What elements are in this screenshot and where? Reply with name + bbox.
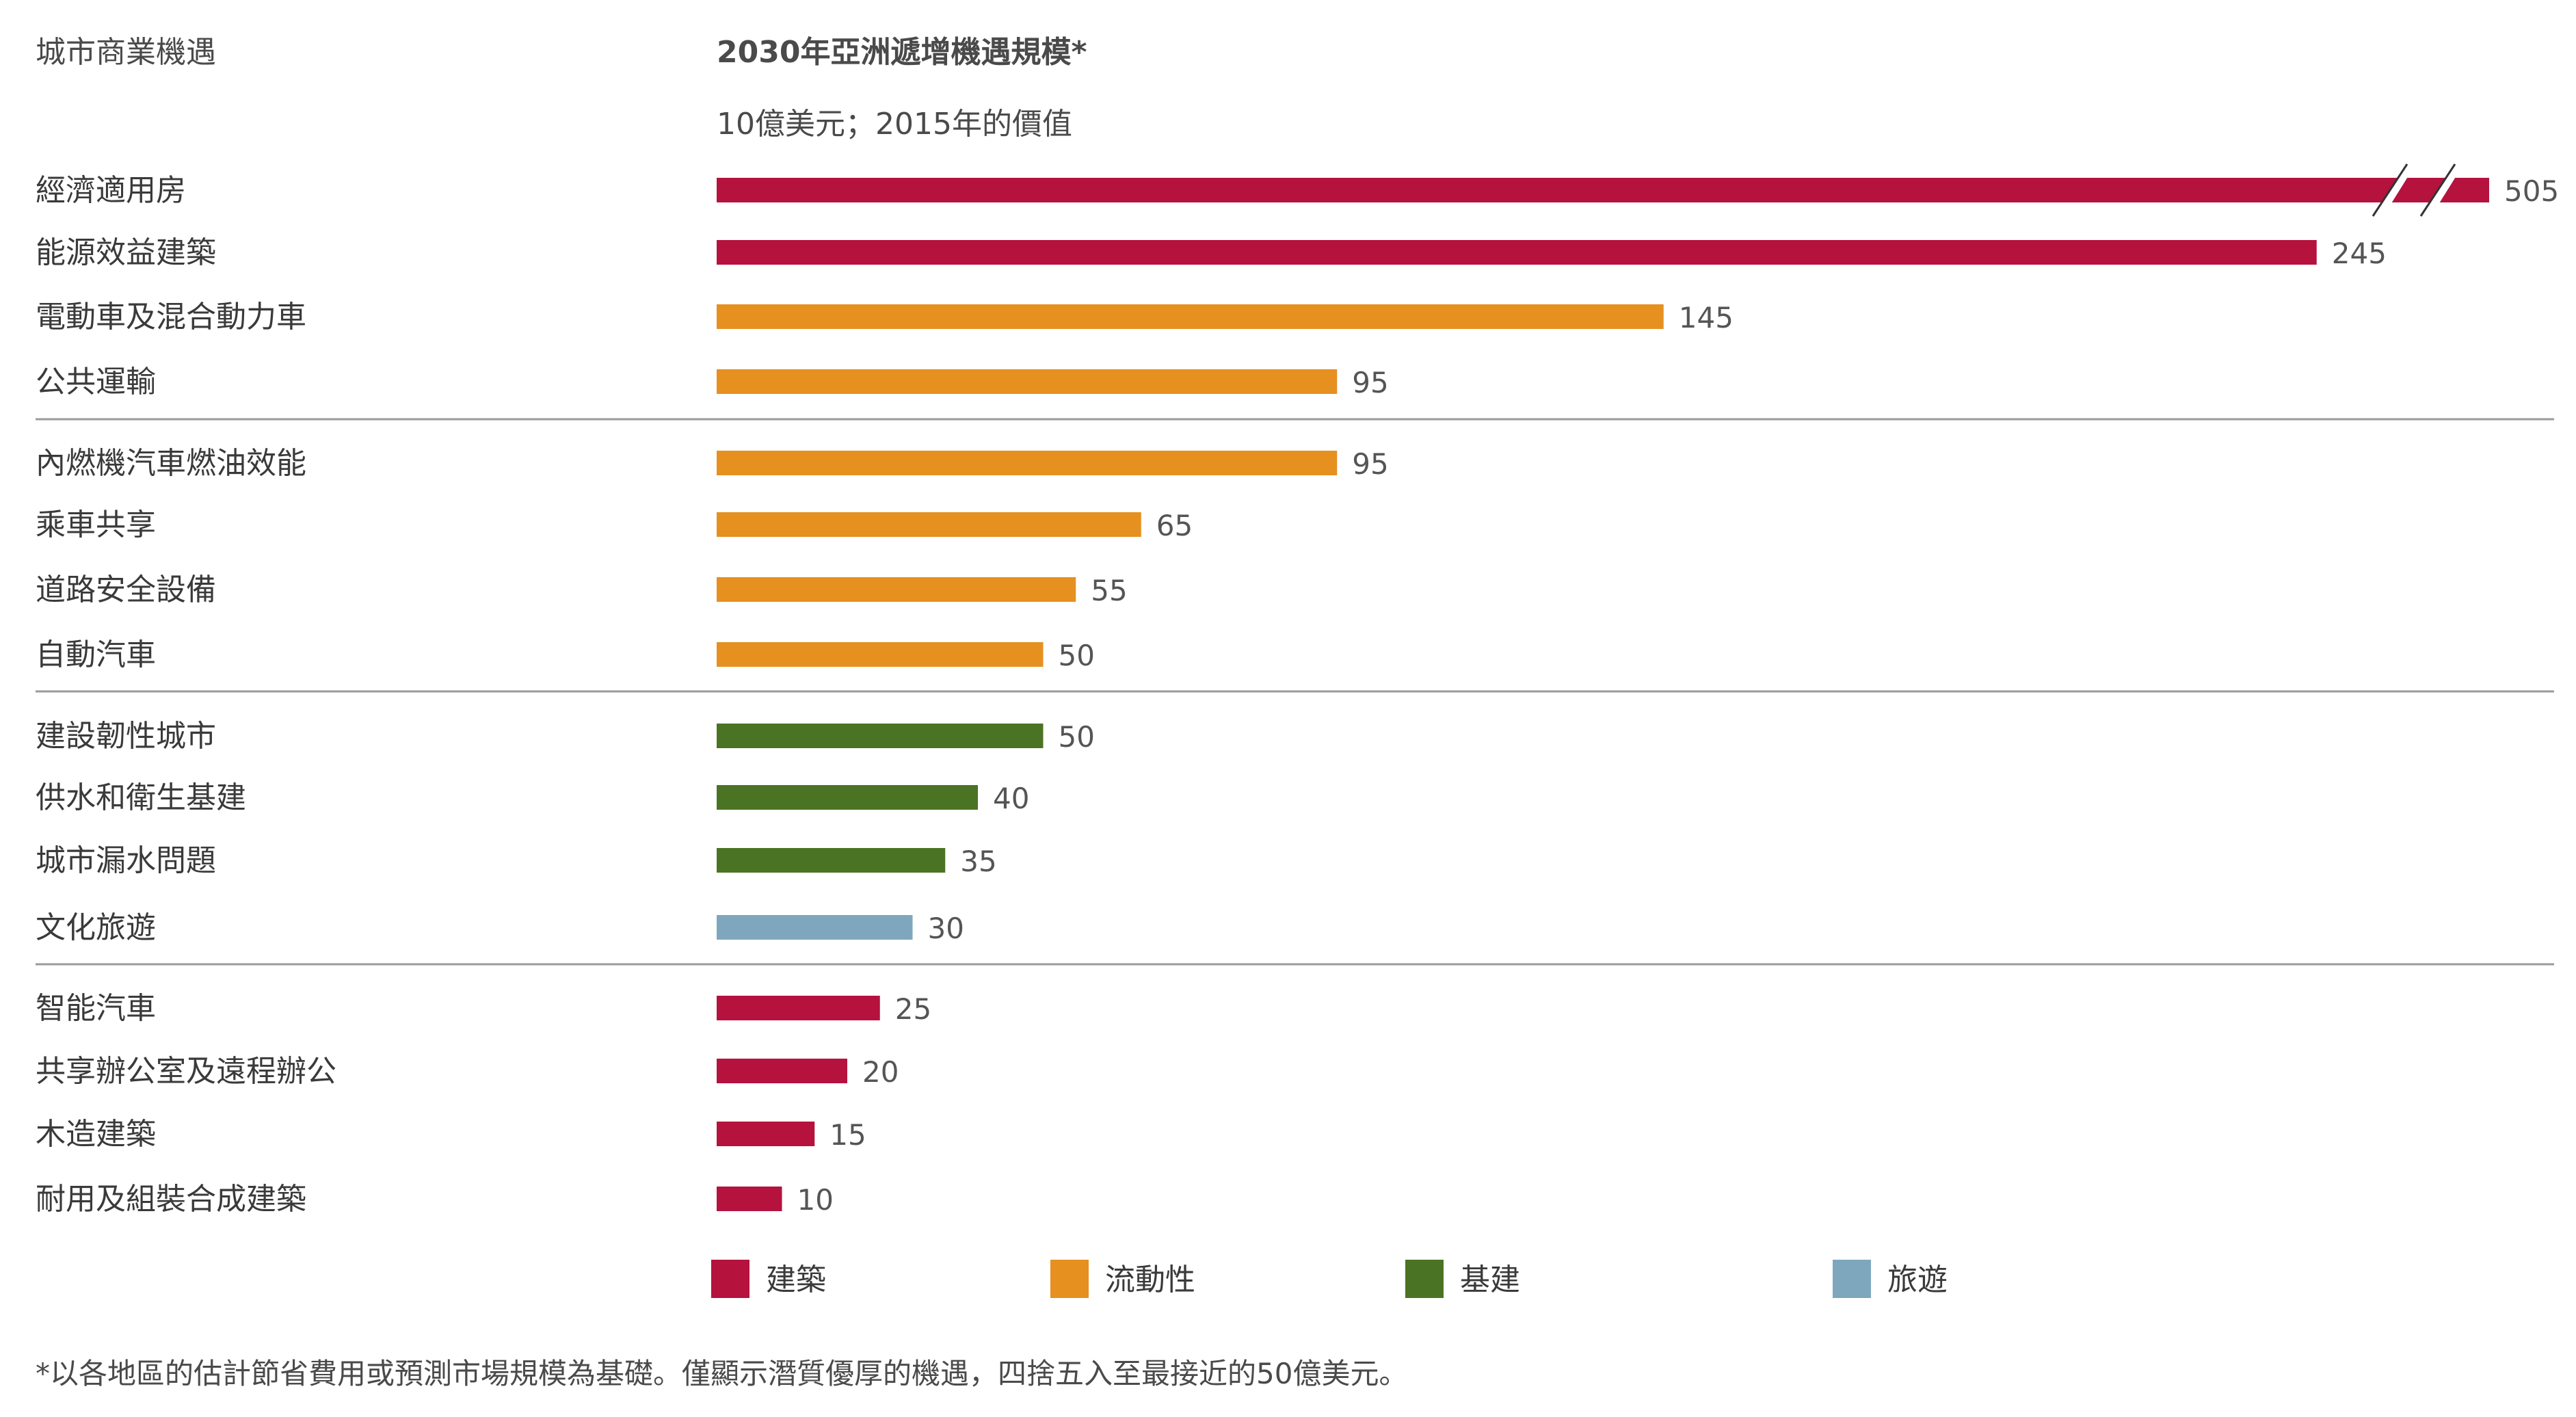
- value-label: 95: [1352, 447, 1388, 481]
- chart-title: 2030年亞洲遞增機遇規模*: [717, 35, 1087, 70]
- value-label: 245: [2332, 237, 2387, 270]
- category-label: 耐用及組裝合成建築: [36, 1182, 306, 1217]
- category-label: 公共運輸: [36, 365, 156, 399]
- value-label: 40: [993, 782, 1029, 815]
- bar: [717, 996, 880, 1020]
- bar: [717, 1059, 847, 1083]
- category-label: 乘車共享: [36, 507, 156, 542]
- bar: [717, 785, 978, 810]
- value-label: 15: [829, 1118, 866, 1152]
- legend-label: 基建: [1460, 1262, 1520, 1297]
- bar: [717, 642, 1044, 667]
- category-label: 城市漏水問題: [36, 843, 216, 878]
- value-label: 95: [1352, 366, 1388, 399]
- bar: [717, 369, 1338, 394]
- axis-break-gap: [2421, 163, 2465, 217]
- bar: [717, 1122, 815, 1146]
- value-label: 20: [862, 1055, 899, 1089]
- legend-label: 建築: [766, 1262, 826, 1297]
- value-label: 145: [1679, 301, 1734, 334]
- footnote: *以各地區的估計節省費用或預測市場規模為基礎。僅顯示潛質優厚的機遇，四捨五入至最…: [36, 1357, 1408, 1390]
- category-label: 電動車及混合動力車: [36, 300, 306, 334]
- value-label: 65: [1156, 509, 1193, 542]
- category-label: 智能汽車: [36, 991, 156, 1026]
- bar: [717, 848, 946, 873]
- value-label: 50: [1059, 720, 1095, 754]
- legend-swatch: [1833, 1260, 1871, 1298]
- value-label: 55: [1091, 574, 1127, 607]
- bar: [717, 178, 2489, 202]
- legend-label: 流動性: [1105, 1262, 1195, 1297]
- left-column-heading: 城市商業機遇: [36, 35, 216, 70]
- bar-chart: 經濟適用房 505 能源效益建築 245 電動車及混合動力車 145 公共運輸 95 內燃機汽車…: [36, 163, 2559, 1298]
- category-label: 建設韌性城市: [36, 719, 216, 754]
- axis-break-mark: [2372, 163, 2408, 217]
- bar: [717, 240, 2317, 265]
- category-label: 道路安全設備: [36, 572, 216, 607]
- bar: [717, 304, 1664, 329]
- bar: [717, 724, 1044, 748]
- value-label: 25: [895, 992, 931, 1026]
- value-label: 30: [928, 912, 964, 945]
- category-label: 內燃機汽車燃油效能: [36, 446, 306, 481]
- legend-label: 旅遊: [1887, 1262, 1948, 1297]
- chart-subtitle: 10億美元；2015年的價值: [717, 107, 1072, 142]
- bar: [717, 451, 1338, 475]
- bar: [717, 1187, 782, 1211]
- category-label: 自動汽車: [36, 637, 156, 672]
- value-label: 10: [797, 1183, 834, 1217]
- category-label: 供水和衛生基建: [36, 780, 246, 815]
- category-label: 文化旅遊: [36, 910, 156, 945]
- category-label: 能源效益建築: [36, 235, 216, 270]
- category-label: 經濟適用房: [36, 173, 186, 208]
- bar: [717, 512, 1141, 537]
- legend-swatch: [1405, 1260, 1444, 1298]
- axis-break-gap: [2373, 163, 2417, 217]
- category-label: 木造建築: [36, 1117, 156, 1152]
- bar: [717, 915, 913, 940]
- bar: [717, 577, 1076, 602]
- legend-swatch: [711, 1260, 749, 1298]
- category-label: 共享辦公室及遠程辦公: [36, 1054, 336, 1089]
- value-label: 505: [2504, 174, 2559, 208]
- axis-break-mark: [2419, 163, 2456, 217]
- value-label: 50: [1059, 639, 1095, 672]
- legend-swatch: [1050, 1260, 1089, 1298]
- value-label: 35: [960, 845, 996, 878]
